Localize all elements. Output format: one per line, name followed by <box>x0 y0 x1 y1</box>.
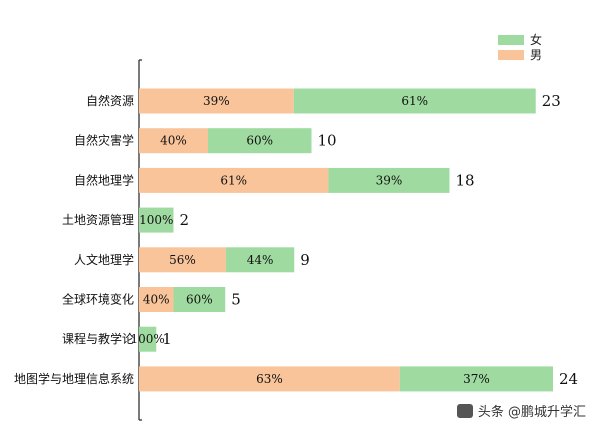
bar-segment <box>139 287 174 312</box>
bar-segment <box>139 128 208 154</box>
bar-segment <box>139 207 174 233</box>
data-label: 44% <box>247 253 274 267</box>
data-label: 61% <box>220 173 247 187</box>
data-label: 100% <box>139 213 173 227</box>
bar-segment <box>399 366 553 392</box>
category-label: 自然资源 <box>86 93 134 108</box>
data-label: 39% <box>376 173 403 187</box>
bar-segment <box>139 326 157 352</box>
total-label: 2 <box>180 211 190 229</box>
bar-segment <box>139 366 400 392</box>
category-label: 土地资源管理 <box>62 212 134 227</box>
category-label: 全球环境变化 <box>62 292 134 307</box>
category-label: 课程与教学论 <box>62 331 134 346</box>
data-label: 39% <box>203 94 230 108</box>
data-label: 61% <box>401 94 428 108</box>
total-label: 23 <box>542 92 561 110</box>
legend-label: 女 <box>530 32 542 47</box>
bar-segment <box>139 88 294 114</box>
category-label: 自然灾害学 <box>74 133 134 148</box>
total-label: 18 <box>456 171 475 189</box>
bar-segment <box>173 287 226 312</box>
data-label: 56% <box>169 253 196 267</box>
data-label: 60% <box>246 134 273 148</box>
bar-segment <box>139 167 329 193</box>
bar-segment <box>225 247 295 273</box>
total-label: 10 <box>318 132 337 150</box>
total-label: 1 <box>162 330 172 348</box>
total-label: 5 <box>231 291 241 309</box>
category-label: 自然地理学 <box>74 172 134 187</box>
bar-segment <box>293 88 536 114</box>
bar-segment <box>328 167 450 193</box>
watermark-logo-icon <box>456 404 473 418</box>
watermark: 头条 @鹏城升学汇 <box>456 401 586 420</box>
watermark-text: 头条 @鹏城升学汇 <box>477 405 586 420</box>
category-label: 地图学与地理信息系统 <box>14 371 134 386</box>
bar-segment <box>208 128 312 154</box>
legend-swatch <box>498 35 524 45</box>
data-label: 40% <box>160 134 187 148</box>
data-label: 63% <box>256 372 283 386</box>
data-label: 100% <box>130 332 164 346</box>
total-label: 24 <box>559 370 578 388</box>
legend-label: 男 <box>530 48 542 62</box>
legend-swatch <box>498 50 524 60</box>
total-label: 9 <box>300 251 310 269</box>
data-label: 40% <box>143 293 170 307</box>
data-label: 37% <box>463 372 490 386</box>
category-label: 人文地理学 <box>74 252 134 267</box>
data-label: 60% <box>186 293 213 307</box>
bar-segment <box>139 247 226 273</box>
